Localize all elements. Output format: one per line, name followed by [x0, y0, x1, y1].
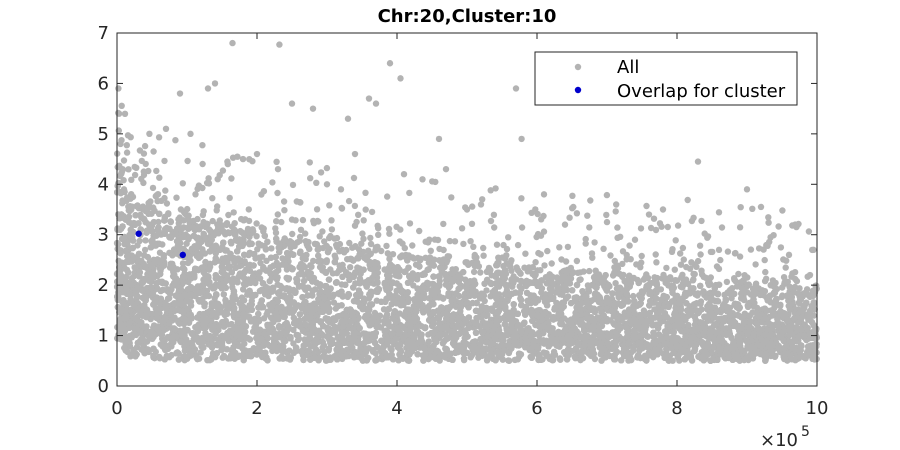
point-all — [329, 270, 337, 277]
point-all — [219, 318, 226, 326]
chart-title: Chr:20,Cluster:10 — [378, 6, 557, 27]
point-all — [268, 245, 275, 252]
point-all — [483, 287, 490, 294]
point-all — [142, 237, 149, 244]
point-all — [470, 268, 478, 276]
point-all — [201, 250, 209, 257]
point-all — [630, 292, 637, 300]
point-all — [266, 278, 273, 285]
point-all — [239, 286, 247, 293]
point-all — [612, 280, 619, 287]
point-all — [425, 338, 433, 345]
point-all — [276, 355, 283, 362]
point-all — [810, 312, 817, 319]
point-all — [321, 282, 329, 290]
point-all — [477, 269, 484, 276]
point-all — [263, 257, 270, 264]
point-all — [516, 269, 523, 276]
point-all — [136, 237, 143, 245]
point-all — [380, 306, 388, 313]
point-all — [141, 246, 149, 254]
point-all — [155, 218, 162, 226]
point-all — [325, 345, 333, 352]
point-all — [310, 257, 317, 265]
plot-area — [113, 39, 820, 364]
point-all — [275, 322, 283, 330]
point-all — [388, 301, 395, 308]
series-all-points — [113, 39, 820, 364]
point-all — [274, 281, 281, 288]
point-all — [254, 246, 261, 253]
point-all — [330, 299, 338, 306]
point-all — [257, 259, 264, 267]
point-all — [374, 278, 381, 285]
point-all — [347, 264, 354, 271]
point-all — [778, 293, 785, 301]
point-all — [253, 233, 260, 240]
point-all — [487, 293, 494, 300]
point-all — [290, 326, 297, 334]
point-all — [179, 260, 187, 267]
point-all — [281, 242, 288, 250]
point-all — [316, 263, 324, 271]
point-all — [331, 252, 338, 259]
point-all — [197, 349, 204, 356]
point-all — [202, 329, 209, 337]
